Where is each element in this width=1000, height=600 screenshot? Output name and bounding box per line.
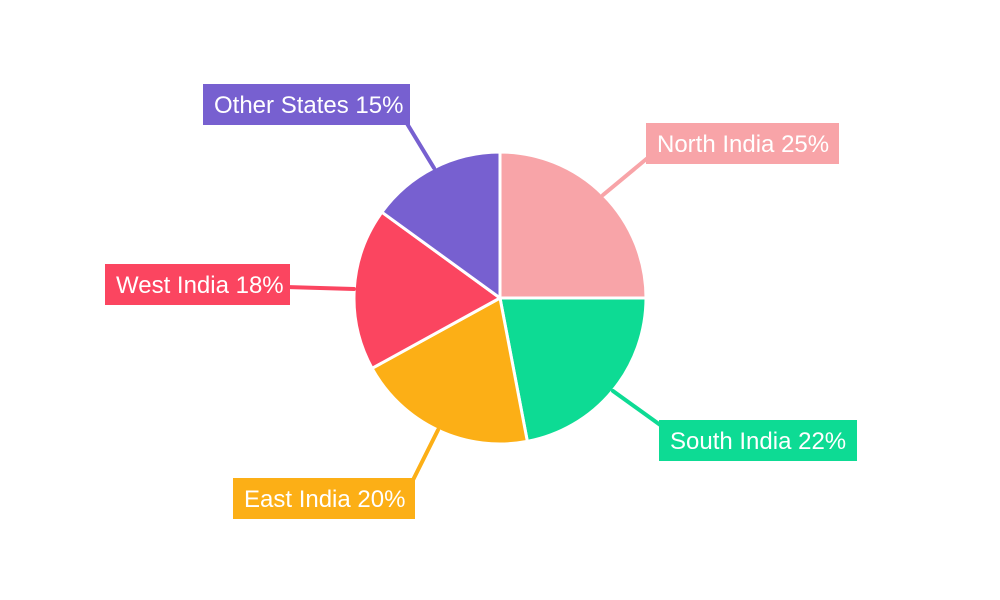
pie-slice-north-india[interactable] [498, 150, 648, 300]
label-box-south-india [659, 420, 857, 461]
leader-line-other-states [401, 115, 436, 170]
label-callout-west-india: West India 18% [105, 264, 290, 305]
pie-slices [352, 150, 648, 446]
leader-line-east-india [408, 428, 440, 488]
label-callout-other-states: Other States 15% [203, 84, 410, 125]
label-box-west-india [105, 264, 290, 305]
label-text-south-india: South India 22% [670, 428, 846, 455]
label-text-west-india: West India 18% [116, 272, 284, 299]
label-callout-north-india: North India 25% [646, 123, 839, 164]
label-box-east-india [233, 478, 415, 519]
label-text-east-india: East India 20% [244, 486, 405, 513]
label-callouts: North India 25% South India 22% East Ind… [105, 84, 857, 519]
label-box-north-india [646, 123, 839, 164]
label-text-other-states: Other States 15% [214, 92, 403, 119]
label-callout-east-india: East India 20% [233, 478, 415, 519]
label-callout-south-india: South India 22% [659, 420, 857, 461]
label-text-north-india: North India 25% [657, 131, 829, 158]
leader-line-west-india [284, 285, 356, 291]
label-box-other-states [203, 84, 410, 125]
